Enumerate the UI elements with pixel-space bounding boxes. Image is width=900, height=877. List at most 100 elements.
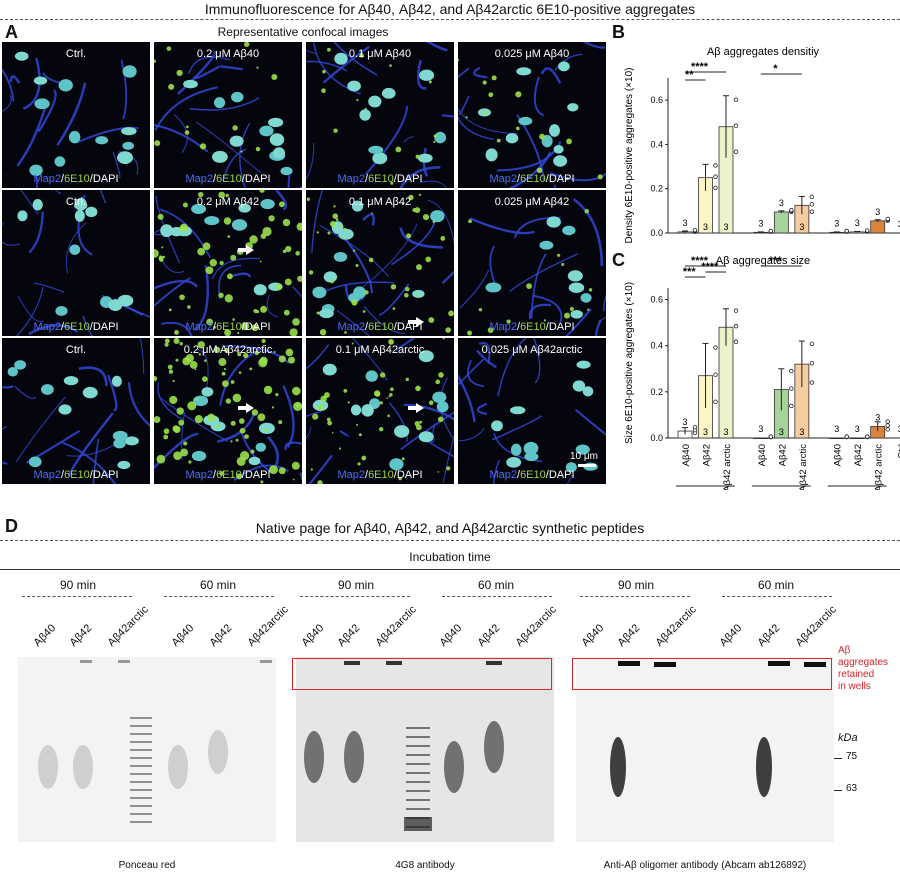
aggregate	[437, 471, 440, 473]
neurite	[154, 42, 156, 44]
nucleus	[112, 430, 128, 441]
well-band	[804, 662, 826, 667]
aggregate	[238, 418, 245, 424]
data-point	[692, 424, 698, 430]
n-label: 3	[682, 417, 687, 427]
neurite	[508, 151, 552, 188]
time-divider	[22, 596, 132, 597]
aggregate	[258, 358, 268, 368]
n-label: 3	[723, 222, 728, 232]
legend-part: DAPI	[396, 469, 423, 481]
aggregate	[588, 288, 593, 292]
time-divider	[580, 596, 690, 597]
ladder-band	[130, 725, 152, 727]
aggregate	[343, 389, 348, 393]
aggregate	[213, 325, 216, 329]
neurite	[82, 315, 94, 336]
nucleus	[34, 98, 50, 110]
aggregate	[166, 46, 172, 51]
legend-part: Map2	[489, 173, 517, 185]
nucleus	[204, 216, 220, 226]
image-title: 0.2 μM Aβ42arctic	[183, 344, 273, 356]
aggregate	[379, 372, 386, 378]
neurite	[528, 303, 552, 320]
aggregate	[230, 420, 236, 426]
aggregate	[194, 415, 203, 424]
nucleus	[41, 384, 54, 395]
lane-label: Aβ42arctic	[513, 603, 559, 649]
aggregate	[176, 69, 183, 77]
aggregate	[569, 307, 574, 312]
legend-part: /	[393, 321, 397, 333]
confocal-image-drawing	[154, 190, 302, 336]
aggregate	[375, 391, 381, 397]
protein-smear	[344, 731, 364, 783]
neurite	[364, 106, 409, 176]
nucleus	[518, 116, 533, 126]
data-point	[885, 419, 890, 424]
aggregate	[238, 371, 242, 374]
aggregate	[255, 310, 260, 314]
aggregate	[415, 385, 421, 392]
aggregate	[207, 413, 215, 422]
ladder-band	[130, 741, 152, 743]
aggregate	[154, 140, 161, 147]
neurite	[161, 321, 193, 336]
aggregate	[347, 401, 350, 404]
legend-part: 6E10	[216, 173, 242, 185]
neurite	[599, 316, 606, 322]
nucleus	[372, 152, 388, 165]
legend-part: 6E10	[64, 321, 90, 333]
aggregate	[292, 386, 301, 396]
aggregate	[564, 312, 571, 319]
neurite	[176, 50, 217, 95]
n-label: 3	[855, 424, 860, 434]
confocal-image-drawing	[2, 338, 150, 484]
aggregate	[412, 208, 417, 213]
aggregate	[275, 283, 282, 291]
legend-part: /	[241, 321, 245, 333]
neurite	[282, 385, 295, 448]
aggregate	[269, 465, 278, 475]
aggregate	[239, 427, 246, 434]
aggregate	[308, 270, 314, 275]
aggregate	[433, 140, 436, 144]
neurite	[306, 344, 330, 370]
neurite	[540, 67, 562, 84]
nucleus	[213, 97, 226, 109]
neurite	[459, 269, 490, 309]
nucleus	[259, 125, 274, 137]
aggregate	[297, 275, 302, 282]
ladder-band	[130, 813, 152, 815]
aggregate	[230, 380, 235, 384]
confocal-image-drawing	[306, 190, 454, 336]
data-point	[809, 194, 815, 200]
panel-d-letter: D	[5, 516, 18, 536]
aggregate	[316, 311, 320, 315]
neurite	[120, 59, 128, 120]
ladder-band	[406, 808, 430, 810]
data-point	[789, 403, 794, 409]
aggregate	[491, 75, 497, 81]
neurite	[15, 286, 44, 336]
aggregate	[483, 110, 487, 115]
aggregate	[515, 91, 522, 98]
aggregate	[285, 348, 294, 357]
aggregate	[371, 212, 373, 215]
nucleus	[121, 127, 137, 136]
confocal-image: 0.1 μM Aβ40 Map2/6E10/DAPI	[306, 42, 454, 188]
aggregate	[222, 380, 229, 388]
neurite	[154, 86, 219, 131]
aggregate	[442, 338, 445, 340]
aggregate	[202, 242, 211, 251]
protein-smear	[444, 741, 464, 793]
aggregate	[327, 47, 331, 52]
neurite	[351, 338, 388, 381]
y-tick-label: 0.0	[650, 433, 663, 443]
x-tick-label: Aβ40	[681, 444, 692, 466]
nucleus	[418, 350, 434, 363]
neurite	[441, 270, 454, 285]
aggregate	[332, 213, 339, 219]
y-axis-label: Size 6E10-positive aggregates (×10)	[624, 282, 635, 444]
nucleus	[506, 456, 522, 468]
